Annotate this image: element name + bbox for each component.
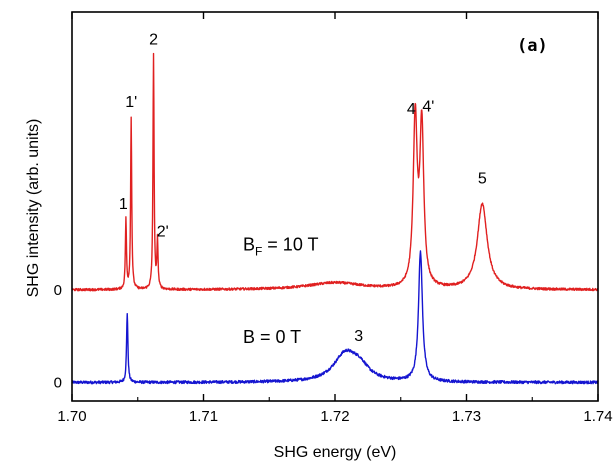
plot-frame bbox=[71, 11, 599, 402]
peak-label: 3 bbox=[354, 328, 363, 345]
x-axis-ticks: 1.70 1.71 1.72 1.73 1.74 0 0 bbox=[54, 12, 613, 425]
plot-area bbox=[71, 52, 599, 385]
x-tick-label: 1.74 bbox=[583, 408, 612, 425]
curve-label-b-0t: B = 0 T bbox=[243, 327, 301, 347]
peak-label: 2' bbox=[157, 224, 169, 241]
curve-label-bf-10t: BF = 10 T bbox=[243, 234, 319, 258]
peak-label: 1' bbox=[125, 94, 137, 111]
y-baseline-label: 0 bbox=[54, 282, 62, 299]
x-tick-label: 1.71 bbox=[189, 408, 218, 425]
x-axis-label: SHG energy (eV) bbox=[274, 444, 397, 461]
peak-label: 4' bbox=[422, 99, 434, 116]
panel-label: (a) bbox=[517, 36, 548, 56]
peak-label: 5 bbox=[478, 170, 487, 187]
peak-label: 1 bbox=[119, 196, 128, 213]
y-axis-label: SHG intensity (arb. units) bbox=[25, 119, 42, 298]
x-tick-label: 1.70 bbox=[57, 408, 86, 425]
series-line-bf-10t bbox=[71, 52, 599, 292]
peak-label: 4 bbox=[407, 101, 416, 118]
x-tick-label: 1.73 bbox=[452, 408, 481, 425]
annotations: 1 1' 2 2' 3 4 4' 5 BF = 10 T B = 0 T bbox=[119, 31, 487, 347]
y-baseline-label: 0 bbox=[54, 374, 62, 391]
x-tick-label: 1.72 bbox=[320, 408, 349, 425]
peak-label: 2 bbox=[149, 31, 158, 48]
series-line-b-0t bbox=[71, 250, 599, 385]
